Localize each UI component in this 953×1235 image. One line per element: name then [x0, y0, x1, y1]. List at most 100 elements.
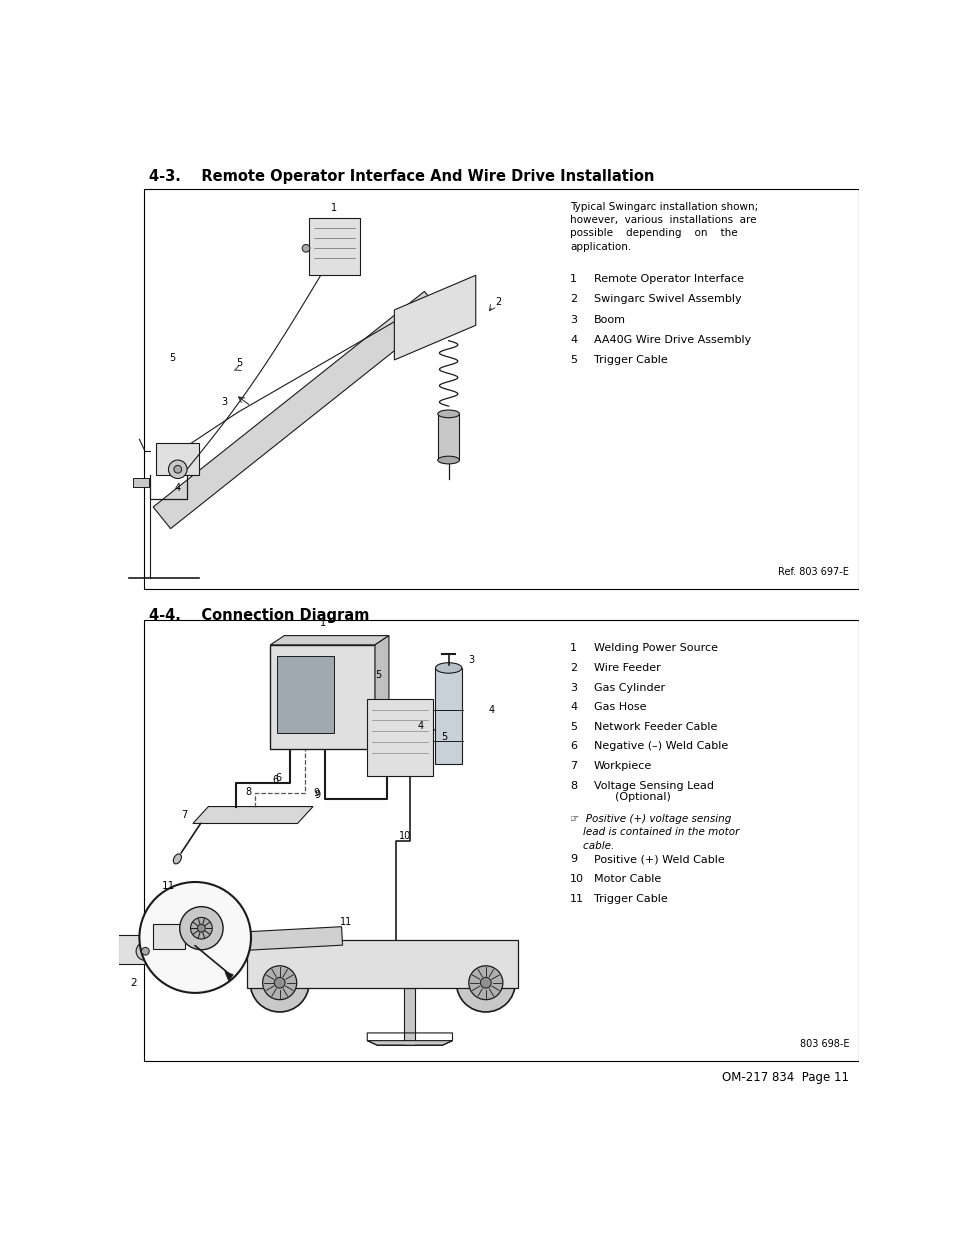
Text: Motor Cable: Motor Cable	[593, 874, 660, 884]
Bar	[144, 189, 858, 589]
Circle shape	[139, 882, 251, 993]
Text: 4-4.    Connection Diagram: 4-4. Connection Diagram	[149, 608, 369, 622]
Circle shape	[456, 953, 515, 1011]
Text: 1: 1	[570, 274, 577, 284]
Text: 4: 4	[570, 703, 577, 713]
Text: 11: 11	[339, 918, 352, 927]
Text: ☞  Positive (+) voltage sensing
    lead is contained in the motor
    cable.: ☞ Positive (+) voltage sensing lead is c…	[570, 814, 739, 851]
Text: 4-3.    Remote Operator Interface And Wire Drive Installation: 4-3. Remote Operator Interface And Wire …	[149, 169, 654, 184]
Text: 3: 3	[570, 315, 577, 325]
Bar	[367, 699, 433, 776]
Bar	[309, 217, 359, 275]
Text: 3: 3	[570, 683, 577, 693]
Polygon shape	[225, 972, 233, 981]
Text: 3: 3	[220, 398, 227, 408]
Text: 9: 9	[314, 790, 320, 800]
Text: AA40G Wire Drive Assembly: AA40G Wire Drive Assembly	[593, 335, 750, 345]
Circle shape	[169, 461, 187, 478]
Text: 4: 4	[174, 483, 181, 493]
Text: Ref. 803 697-E: Ref. 803 697-E	[778, 567, 848, 577]
Text: 8: 8	[570, 781, 577, 790]
Text: 11: 11	[570, 894, 583, 904]
Text: Voltage Sensing Lead
      (Optional): Voltage Sensing Lead (Optional)	[593, 781, 713, 803]
Bar	[404, 988, 415, 1045]
Text: 9: 9	[313, 788, 319, 799]
Polygon shape	[367, 1041, 452, 1045]
Circle shape	[262, 966, 296, 999]
Circle shape	[468, 966, 502, 999]
Circle shape	[136, 942, 154, 961]
Bar	[247, 940, 517, 988]
Polygon shape	[375, 636, 389, 748]
Text: 1: 1	[331, 203, 337, 212]
Text: Workpiece: Workpiece	[593, 761, 651, 771]
Circle shape	[250, 953, 309, 1011]
Circle shape	[173, 466, 181, 473]
Text: Welding Power Source: Welding Power Source	[593, 643, 717, 653]
Text: OM-217 834  Page 11: OM-217 834 Page 11	[721, 1071, 848, 1084]
Text: 6: 6	[275, 773, 282, 783]
Text: Boom: Boom	[593, 315, 625, 325]
Text: 10: 10	[399, 831, 412, 841]
Ellipse shape	[435, 663, 461, 673]
Text: 2: 2	[570, 663, 577, 673]
Circle shape	[179, 906, 223, 950]
Text: 6: 6	[272, 774, 278, 784]
Text: Trigger Cable: Trigger Cable	[593, 356, 666, 366]
Bar	[435, 668, 461, 764]
Text: 4: 4	[570, 335, 577, 345]
Text: 1: 1	[319, 618, 325, 627]
Text: 2: 2	[570, 294, 577, 304]
Text: Trigger Cable: Trigger Cable	[593, 894, 666, 904]
Circle shape	[480, 977, 491, 988]
Text: Network Feeder Cable: Network Feeder Cable	[593, 721, 716, 732]
Text: Typical Swingarc installation shown;
however,  various  installations  are
possi: Typical Swingarc installation shown; how…	[570, 203, 758, 252]
Polygon shape	[270, 636, 389, 645]
Circle shape	[302, 245, 310, 252]
Text: 1: 1	[570, 643, 577, 653]
Text: Wire Feeder: Wire Feeder	[593, 663, 659, 673]
Text: 7: 7	[570, 761, 577, 771]
Ellipse shape	[437, 456, 459, 464]
Text: Gas Cylinder: Gas Cylinder	[593, 683, 664, 693]
Text: 9: 9	[570, 855, 577, 864]
Text: 8: 8	[245, 787, 251, 797]
Circle shape	[197, 924, 205, 932]
Bar	[437, 414, 459, 461]
Text: 5: 5	[440, 732, 447, 742]
Bar	[152, 924, 185, 948]
Text: 803 698-E: 803 698-E	[799, 1039, 848, 1049]
Text: 5: 5	[169, 353, 174, 363]
Bar	[156, 443, 199, 475]
Text: 4: 4	[488, 705, 495, 715]
Text: 3: 3	[468, 656, 474, 666]
Text: 4: 4	[417, 721, 423, 731]
Bar	[117, 935, 160, 965]
Text: 7: 7	[181, 810, 187, 820]
Text: 5: 5	[570, 721, 577, 732]
Bar	[133, 478, 149, 487]
Text: 5: 5	[375, 669, 381, 679]
Bar	[270, 645, 375, 748]
Text: 5: 5	[236, 358, 242, 368]
Circle shape	[274, 977, 285, 988]
Text: Negative (–) Weld Cable: Negative (–) Weld Cable	[593, 741, 727, 751]
Ellipse shape	[173, 853, 181, 864]
Polygon shape	[153, 291, 441, 529]
Polygon shape	[127, 926, 342, 957]
Text: 5: 5	[570, 356, 577, 366]
Text: 6: 6	[570, 741, 577, 751]
Text: Positive (+) Weld Cable: Positive (+) Weld Cable	[593, 855, 723, 864]
Text: Remote Operator Interface: Remote Operator Interface	[593, 274, 742, 284]
Circle shape	[141, 947, 149, 955]
Text: 11: 11	[161, 882, 174, 892]
Text: 2: 2	[130, 978, 136, 988]
Bar	[276, 656, 334, 734]
Circle shape	[191, 918, 212, 939]
Text: 10: 10	[570, 874, 583, 884]
Ellipse shape	[437, 410, 459, 417]
Text: Gas Hose: Gas Hose	[593, 703, 645, 713]
Text: Swingarc Swivel Assembly: Swingarc Swivel Assembly	[593, 294, 740, 304]
Bar	[144, 620, 858, 1061]
Text: 2: 2	[495, 298, 501, 308]
